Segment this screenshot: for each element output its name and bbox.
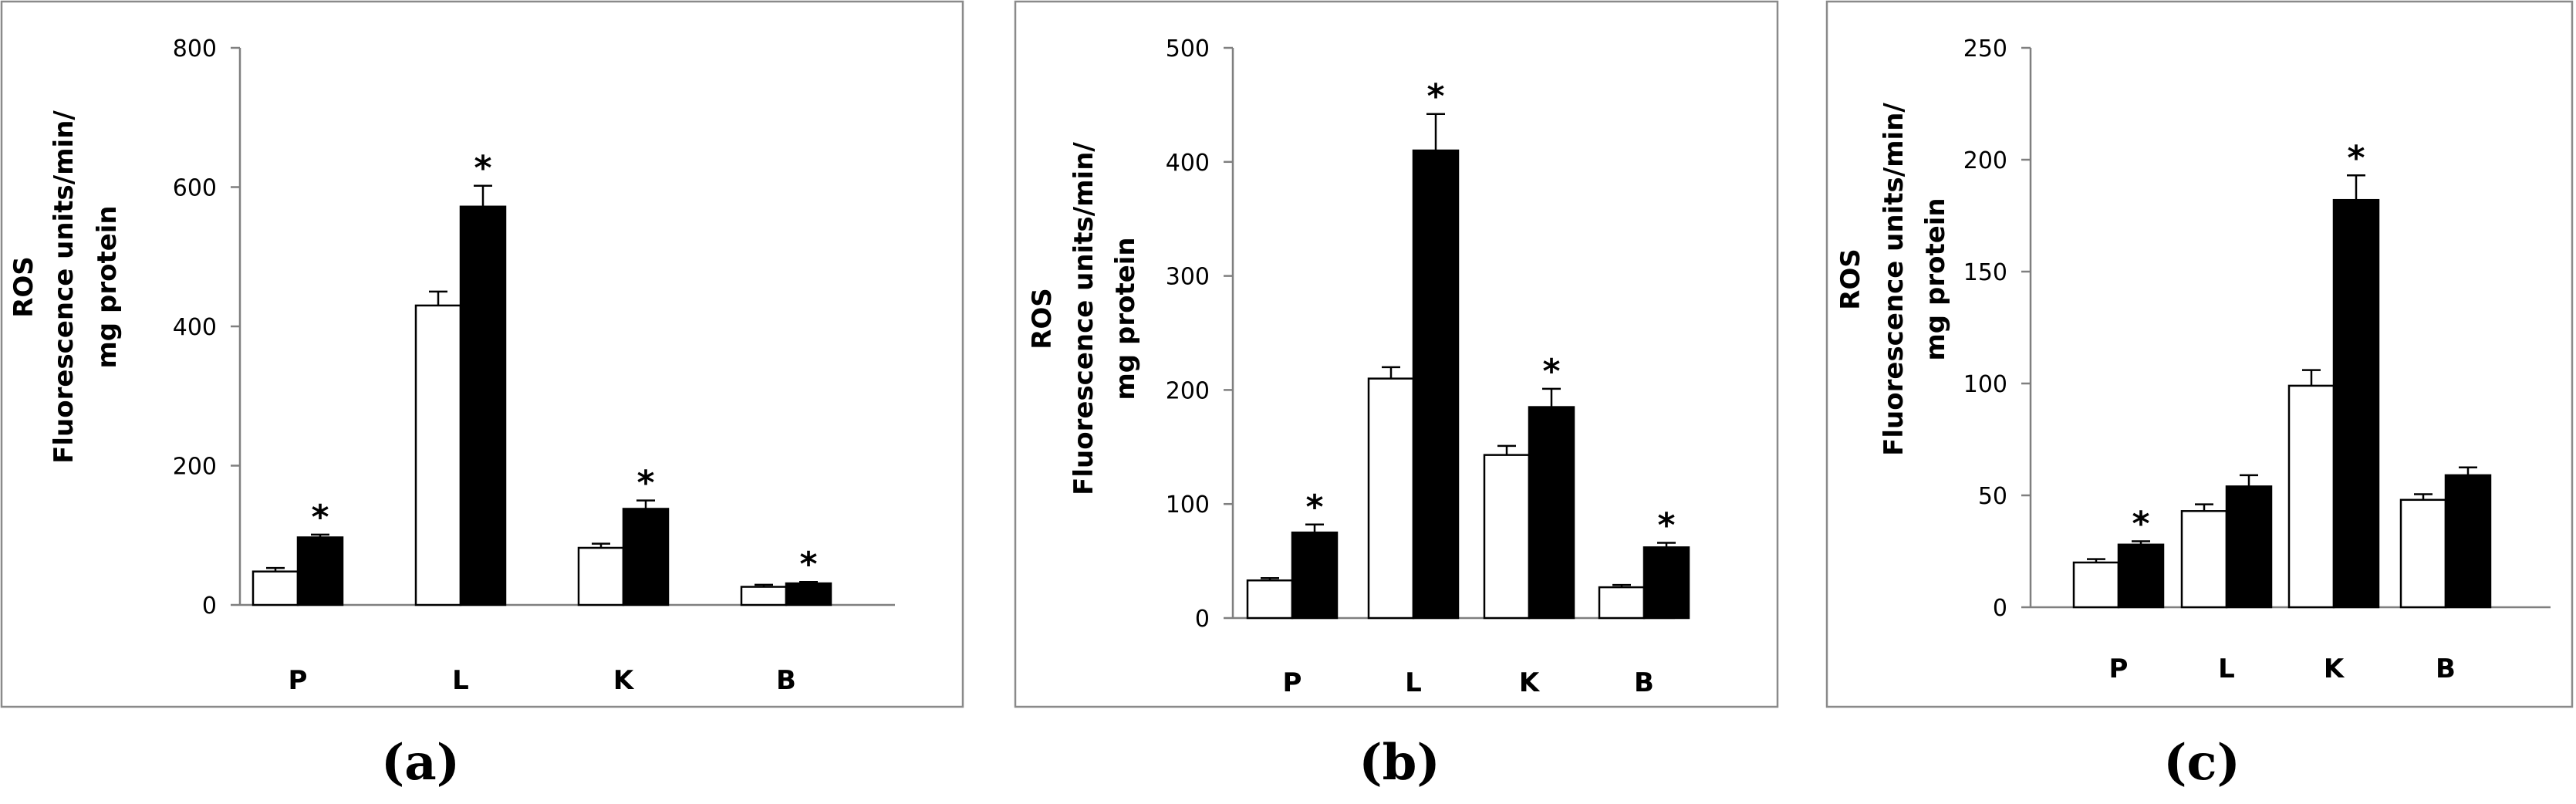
y-tick-label: 500 xyxy=(1166,35,1210,62)
y-axis-label-line: ROS xyxy=(8,256,39,318)
panel-label: (c) xyxy=(2163,734,2240,792)
y-axis-label-line: mg protein xyxy=(92,205,123,368)
bar-K-series-1 xyxy=(577,546,625,606)
bar-B-series-1 xyxy=(1598,586,1646,620)
y-tick-label: 100 xyxy=(1963,371,2007,398)
significance-star: * xyxy=(1426,77,1444,117)
significance-star: * xyxy=(2347,138,2365,177)
bar-B-series-2 xyxy=(2444,474,2492,609)
bar-K-series-2 xyxy=(622,508,670,606)
bar-P-series-1 xyxy=(2072,561,2120,609)
x-category-label: L xyxy=(452,665,469,696)
y-tick-label: 0 xyxy=(202,593,217,620)
y-axis-label-line: ROS xyxy=(1835,248,1866,310)
bar-L-series-1 xyxy=(2180,510,2228,609)
x-category-label: K xyxy=(2324,654,2345,684)
bar-L-series-2 xyxy=(1412,149,1460,620)
significance-star: * xyxy=(636,464,654,503)
x-category-label: B xyxy=(1634,667,1654,698)
bar-B-series-1 xyxy=(740,586,788,606)
bar-B-series-2 xyxy=(785,582,832,606)
bar-K-series-1 xyxy=(2287,384,2335,609)
chart-panel-c: 0 50 100 150 200 250 ROS Fluorescence units/min… xyxy=(1825,0,2574,708)
bar-K-series-2 xyxy=(1528,406,1575,620)
y-axis-label-line: ROS xyxy=(1027,288,1058,350)
panel-frame xyxy=(1825,0,2574,708)
y-tick-label: 800 xyxy=(173,35,217,62)
bar-P-series-2 xyxy=(2117,543,2165,609)
significance-star: * xyxy=(1657,505,1675,545)
y-axis-label-line: Fluorescence units/min/ xyxy=(1879,103,1909,456)
panel-label: (a) xyxy=(381,734,460,792)
significance-star: * xyxy=(2132,504,2149,543)
x-category-label: B xyxy=(2436,654,2456,684)
bar-B-series-2 xyxy=(1642,546,1690,620)
x-category-label: K xyxy=(1519,667,1541,698)
y-tick-label: 150 xyxy=(1963,259,2007,286)
significance-star: * xyxy=(1542,352,1560,391)
y-tick-label: 300 xyxy=(1166,264,1210,291)
y-tick-label: 600 xyxy=(173,175,217,202)
bar-L-series-2 xyxy=(459,205,507,606)
bar-L-series-1 xyxy=(1367,377,1415,620)
y-axis-label-line: Fluorescence units/min/ xyxy=(1069,142,1099,495)
y-tick-label: 400 xyxy=(1166,150,1210,177)
y-axis-label-line: mg protein xyxy=(1920,198,1951,360)
bar-K-series-2 xyxy=(2332,198,2380,609)
x-category-label: L xyxy=(2218,654,2235,684)
y-tick-label: 0 xyxy=(1195,606,1210,633)
x-category-label: P xyxy=(289,665,308,696)
x-category-label: L xyxy=(1405,667,1422,698)
panel-frame xyxy=(1014,0,1779,708)
y-tick-label: 100 xyxy=(1166,492,1210,519)
y-tick-label: 50 xyxy=(1978,483,2007,510)
panel-label: (b) xyxy=(1359,734,1440,792)
bar-P-series-1 xyxy=(1246,579,1294,620)
y-tick-label: 200 xyxy=(1166,377,1210,404)
y-tick-label: 200 xyxy=(173,454,217,481)
bar-P-series-2 xyxy=(1291,531,1339,620)
panel-frame xyxy=(0,0,964,708)
y-axis-label-line: mg protein xyxy=(1110,237,1141,400)
significance-star: * xyxy=(1305,488,1323,527)
y-axis-label-line: Fluorescence units/min/ xyxy=(49,110,79,464)
bar-P-series-2 xyxy=(296,536,344,606)
x-category-label: K xyxy=(613,665,635,696)
chart-panel-b: 0 100 200 300 400 500 ROS Fluorescence units/mi… xyxy=(1014,0,1779,708)
y-tick-label: 200 xyxy=(1963,147,2007,174)
significance-star: * xyxy=(311,498,329,537)
significance-star: * xyxy=(474,149,491,188)
x-category-label: P xyxy=(2109,654,2129,684)
bar-L-series-2 xyxy=(2225,485,2273,609)
bar-P-series-1 xyxy=(252,570,299,606)
chart-panel-a: 0 200 400 600 800 ROS Fluorescence units/min/m… xyxy=(0,0,964,708)
bar-K-series-1 xyxy=(1483,454,1531,620)
y-tick-label: 250 xyxy=(1963,35,2007,62)
bar-B-series-1 xyxy=(2399,498,2447,609)
y-tick-label: 0 xyxy=(1993,595,2007,622)
x-category-label: P xyxy=(1283,667,1302,698)
y-tick-label: 400 xyxy=(173,314,217,341)
x-category-label: B xyxy=(776,665,796,696)
bar-L-series-1 xyxy=(414,304,462,606)
significance-star: * xyxy=(799,545,817,584)
